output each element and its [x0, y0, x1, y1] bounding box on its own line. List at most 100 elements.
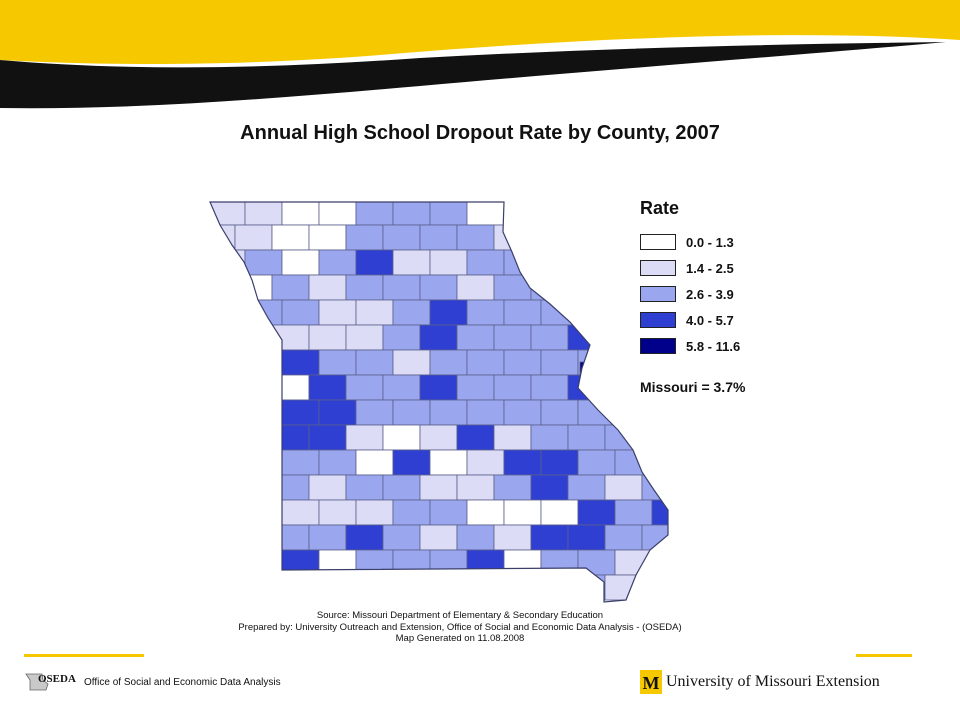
- county: [604, 274, 643, 301]
- county: [530, 274, 569, 301]
- legend-item: 1.4 - 2.5: [640, 255, 745, 281]
- county: [244, 399, 283, 426]
- oseda-org-name: Office of Social and Economic Data Analy…: [84, 677, 281, 688]
- county: [540, 549, 579, 576]
- county: [210, 224, 236, 251]
- county: [382, 524, 421, 551]
- county: [503, 399, 542, 426]
- legend-label: 5.8 - 11.6: [686, 338, 741, 354]
- county: [308, 574, 347, 601]
- gold-swoosh: [0, 0, 960, 65]
- county: [503, 499, 542, 526]
- county: [392, 202, 431, 226]
- county: [530, 374, 569, 401]
- county: [530, 424, 569, 451]
- county: [493, 524, 532, 551]
- county: [567, 324, 606, 351]
- county: [345, 224, 384, 251]
- county: [641, 524, 668, 551]
- county: [318, 449, 357, 476]
- county: [271, 474, 310, 501]
- county: [567, 424, 606, 451]
- county: [210, 424, 236, 451]
- legend-swatch: [640, 338, 676, 354]
- black-swoosh: [0, 42, 946, 109]
- county: [577, 249, 616, 276]
- county: [651, 499, 668, 526]
- county: [210, 324, 236, 351]
- county: [456, 424, 495, 451]
- oseda-logo-text: OSEDA: [38, 673, 76, 685]
- county: [318, 299, 357, 326]
- county: [577, 549, 616, 576]
- county: [493, 574, 532, 601]
- source-line: Source: Missouri Department of Elementar…: [316, 610, 604, 621]
- county: [419, 224, 458, 251]
- county: [308, 324, 347, 351]
- county: [419, 424, 458, 451]
- county: [604, 574, 643, 601]
- county: [355, 449, 394, 476]
- county: [281, 202, 320, 226]
- county: [210, 349, 246, 376]
- county: [355, 249, 394, 276]
- county: [281, 449, 320, 476]
- county: [419, 524, 458, 551]
- county: [493, 424, 532, 451]
- county: [567, 524, 606, 551]
- county: [318, 499, 357, 526]
- county: [429, 399, 468, 426]
- county: [429, 202, 468, 226]
- county: [466, 249, 505, 276]
- map-title: Annual High School Dropout Rate by Count…: [240, 122, 720, 144]
- county: [210, 374, 236, 401]
- county: [466, 449, 505, 476]
- county: [577, 449, 616, 476]
- mu-extension-name: University of Missouri Extension: [666, 673, 880, 690]
- county: [318, 249, 357, 276]
- county: [345, 274, 384, 301]
- county: [392, 549, 431, 576]
- county: [210, 202, 246, 226]
- missouri-outline-icon: [25, 673, 49, 691]
- county: [577, 299, 616, 326]
- county: [308, 424, 347, 451]
- source-block: Source: Missouri Department of Elementar…: [220, 610, 700, 645]
- county: [456, 374, 495, 401]
- county: [567, 274, 606, 301]
- county: [210, 549, 246, 576]
- county: [419, 324, 458, 351]
- county: [540, 399, 579, 426]
- county: [567, 474, 606, 501]
- county: [614, 399, 653, 426]
- county: [244, 499, 283, 526]
- county: [651, 449, 668, 476]
- county: [641, 574, 668, 601]
- county: [392, 299, 431, 326]
- county: [419, 374, 458, 401]
- county: [210, 449, 246, 476]
- county: [604, 324, 643, 351]
- county: [577, 202, 616, 226]
- county: [318, 349, 357, 376]
- county: [466, 202, 505, 226]
- county: [503, 449, 542, 476]
- county: [567, 374, 606, 401]
- county: [530, 324, 569, 351]
- county: [456, 474, 495, 501]
- county: [234, 274, 273, 301]
- county: [429, 449, 468, 476]
- county: [345, 574, 384, 601]
- county: [308, 474, 347, 501]
- county: [604, 374, 643, 401]
- county: [456, 324, 495, 351]
- county: [355, 202, 394, 226]
- legend: Rate 0.0 - 1.3 1.4 - 2.5 2.6 - 3.9 4.0 - 5.…: [640, 198, 745, 395]
- legend-label: 0.0 - 1.3: [686, 234, 734, 250]
- county: [641, 424, 668, 451]
- county: [493, 474, 532, 501]
- legend-label: 4.0 - 5.7: [686, 312, 734, 328]
- county: [234, 524, 273, 551]
- county: [281, 299, 320, 326]
